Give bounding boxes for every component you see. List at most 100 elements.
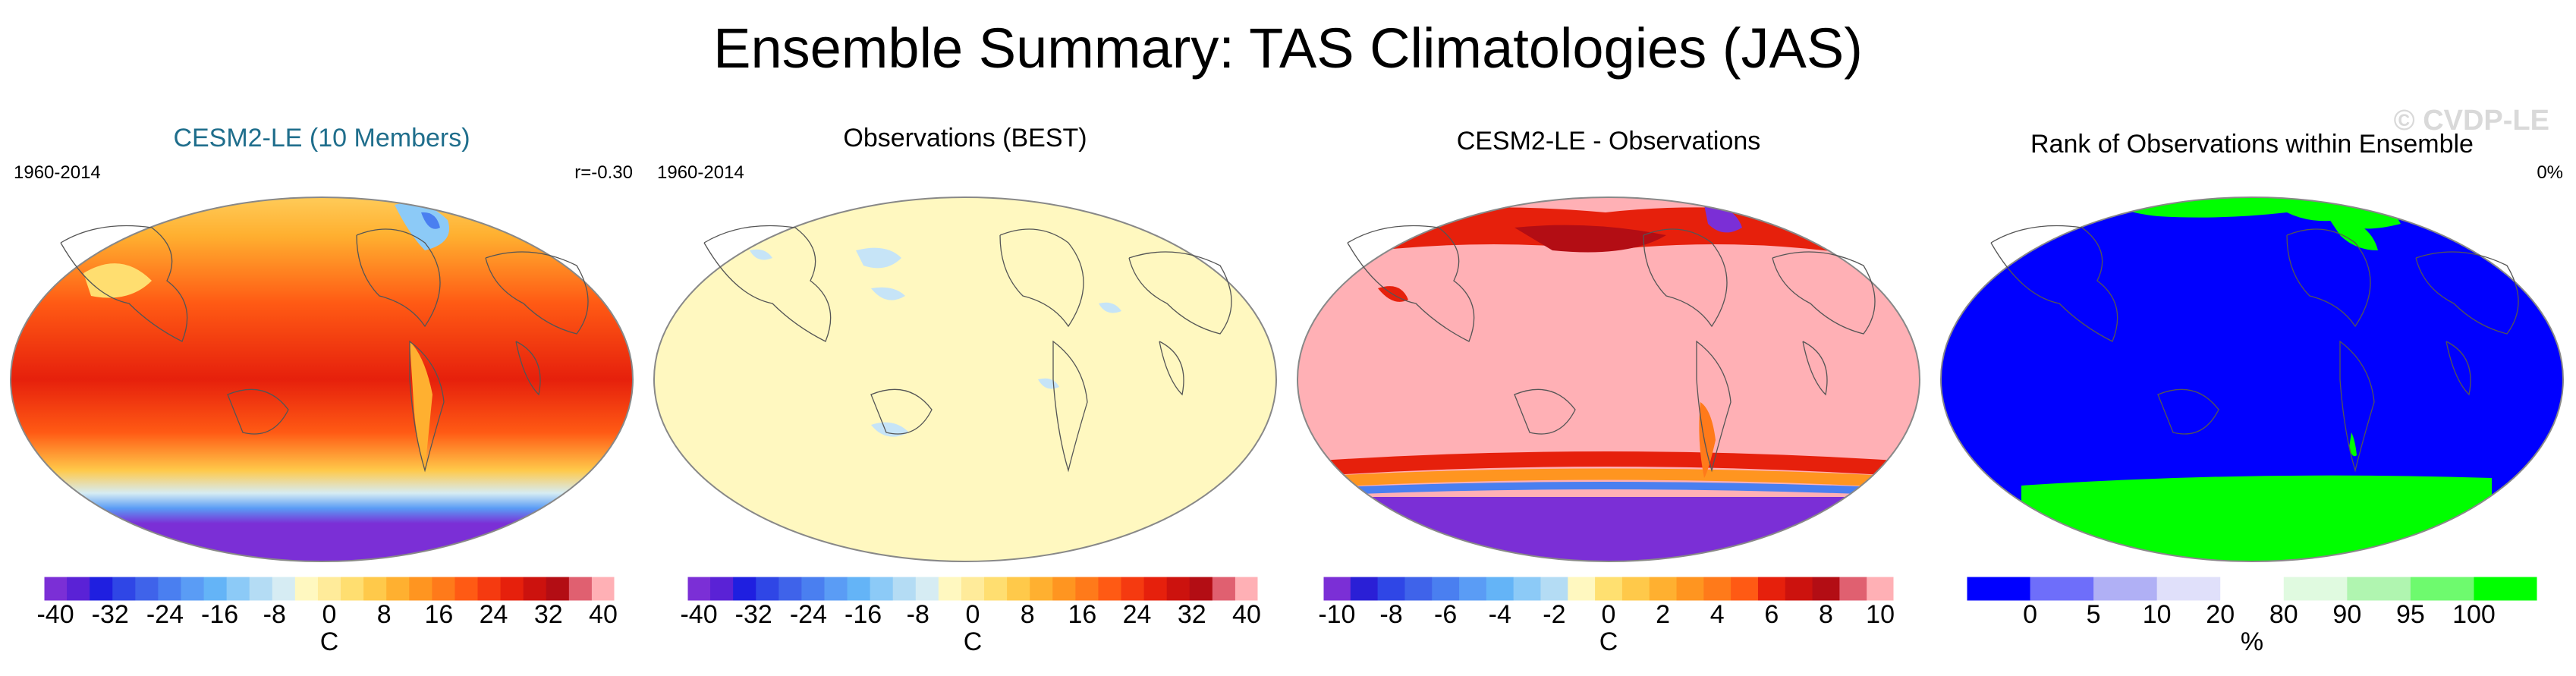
colorbar-cell <box>2474 577 2538 601</box>
colorbar-tick-label: -8 <box>1379 600 1403 629</box>
colorbar-cell <box>181 577 205 601</box>
colorbar-tick-label: 0 <box>322 600 337 629</box>
colorbar-cell <box>409 577 432 601</box>
colorbar-tick-label: 32 <box>533 600 563 629</box>
colorbar-cell <box>363 577 387 601</box>
colorbar-cell <box>778 577 802 601</box>
colorbar-unit: % <box>2240 627 2264 656</box>
colorbar-cell <box>1121 577 1145 601</box>
colorbar-tick-label: 6 <box>1764 600 1779 629</box>
colorbar-cell <box>67 577 90 601</box>
colorbar-cell <box>454 577 479 601</box>
colorbar-tick-label: -2 <box>1543 600 1566 629</box>
colorbar-cell <box>961 577 985 601</box>
colorbar-observations <box>687 576 1259 602</box>
colorbar-tick-label: 8 <box>1819 600 1833 629</box>
map-rank <box>1940 197 2564 562</box>
period-label: 1960-2014 <box>14 162 101 183</box>
colorbar-tick-label: 10 <box>2142 600 2172 629</box>
panel-title: Rank of Observations within Ensemble <box>2030 130 2474 159</box>
colorbar-cell <box>984 577 1008 601</box>
panel-rank: Rank of Observations within Ensemble 0% … <box>1930 114 2574 675</box>
colorbar-cell <box>1432 577 1460 601</box>
panel-title: CESM2-LE (10 Members) <box>173 124 470 152</box>
colorbar-cell <box>591 577 615 601</box>
colorbar-cell <box>1621 577 1650 601</box>
colorbar-cell <box>158 577 181 601</box>
colorbar-cell <box>1839 577 1867 601</box>
colorbar-model <box>43 576 615 602</box>
colorbar-cell <box>1459 577 1487 601</box>
colorbar-cell <box>2093 577 2158 601</box>
colorbar-cell <box>1540 577 1568 601</box>
colorbar-tick-label: -4 <box>1488 600 1511 629</box>
colorbar-cell <box>801 577 825 601</box>
colorbar-cell <box>2347 577 2411 601</box>
colorbar-cell <box>1967 577 2031 601</box>
colorbar-tick-label: 16 <box>424 600 454 629</box>
colorbar-cell <box>1486 577 1514 601</box>
map-model <box>10 197 634 562</box>
colorbar-unit: C <box>1599 627 1618 656</box>
colorbar-tick-label: 40 <box>1232 600 1261 629</box>
colorbar-cell <box>1649 577 1678 601</box>
colorbar-tick-label: 32 <box>1177 600 1206 629</box>
colorbar-cell <box>1812 577 1840 601</box>
colorbar-tick-label: 24 <box>1122 600 1152 629</box>
colorbar-cell <box>272 577 296 601</box>
colorbar-cell <box>203 577 228 601</box>
colorbar-frame <box>1966 576 2538 602</box>
colorbar-cell <box>1212 577 1236 601</box>
colorbar-tick-label: -24 <box>789 600 827 629</box>
colorbar-cell <box>568 577 593 601</box>
colorbar-cell <box>2283 577 2348 601</box>
map-observations <box>653 197 1277 562</box>
colorbar-tick-label: -10 <box>1318 600 1356 629</box>
colorbar-tick-label: 24 <box>479 600 508 629</box>
colorbar-tick-label: 90 <box>2332 600 2362 629</box>
colorbar-cell <box>2030 577 2094 601</box>
colorbar-cell <box>1703 577 1731 601</box>
colorbar-rank <box>1966 576 2538 602</box>
figure-title: Ensemble Summary: TAS Climatologies (JAS… <box>713 17 1863 80</box>
colorbar-tick-label: 20 <box>2206 600 2235 629</box>
colorbar-tick-label: -32 <box>91 600 129 629</box>
colorbar-cell <box>733 577 756 601</box>
colorbar-cell <box>1757 577 1786 601</box>
colorbar-cell <box>1513 577 1541 601</box>
colorbar-cell <box>847 577 871 601</box>
colorbar-tick-label: -16 <box>845 600 882 629</box>
colorbar-cell <box>1785 577 1813 601</box>
panel-title: CESM2-LE - Observations <box>1456 127 1761 156</box>
colorbar-cell <box>294 577 319 601</box>
colorbar-cell <box>432 577 455 601</box>
colorbar-frame <box>1323 576 1895 602</box>
colorbar-cell <box>1404 577 1433 601</box>
colorbar-unit: C <box>963 627 983 656</box>
colorbar-tick-label: -24 <box>146 600 184 629</box>
colorbar-cell <box>2220 577 2285 601</box>
panel-model: CESM2-LE (10 Members) 1960-2014 r=-0.30 <box>0 114 643 675</box>
colorbar-cell <box>1867 577 1895 601</box>
colorbar-tick-label: -40 <box>680 600 718 629</box>
colorbar-cell <box>317 577 341 601</box>
colorbar-cell <box>938 577 962 601</box>
colorbar-cell <box>226 577 250 601</box>
colorbar-cell <box>2410 577 2474 601</box>
colorbar-cell <box>386 577 410 601</box>
colorbar-cell <box>710 577 734 601</box>
colorbar-cell <box>477 577 502 601</box>
colorbar-tick-label: 16 <box>1068 600 1097 629</box>
colorbar-tick-label: 0 <box>965 600 980 629</box>
colorbar-cell <box>756 577 779 601</box>
colorbar-cell <box>1323 577 1351 601</box>
panel-difference: CESM2-LE - Observations -10 -8 -6 -4 -2 0 2 4 6 <box>1287 114 1930 675</box>
colorbar-tick-label: 40 <box>589 600 618 629</box>
colorbar-cell <box>112 577 136 601</box>
colorbar-tick-label: -32 <box>734 600 772 629</box>
colorbar-tick-label: -16 <box>201 600 239 629</box>
colorbar-difference <box>1323 576 1895 602</box>
colorbar-cell <box>1350 577 1379 601</box>
colorbar-tick-label: 8 <box>376 600 392 629</box>
colorbar-cell <box>546 577 570 601</box>
